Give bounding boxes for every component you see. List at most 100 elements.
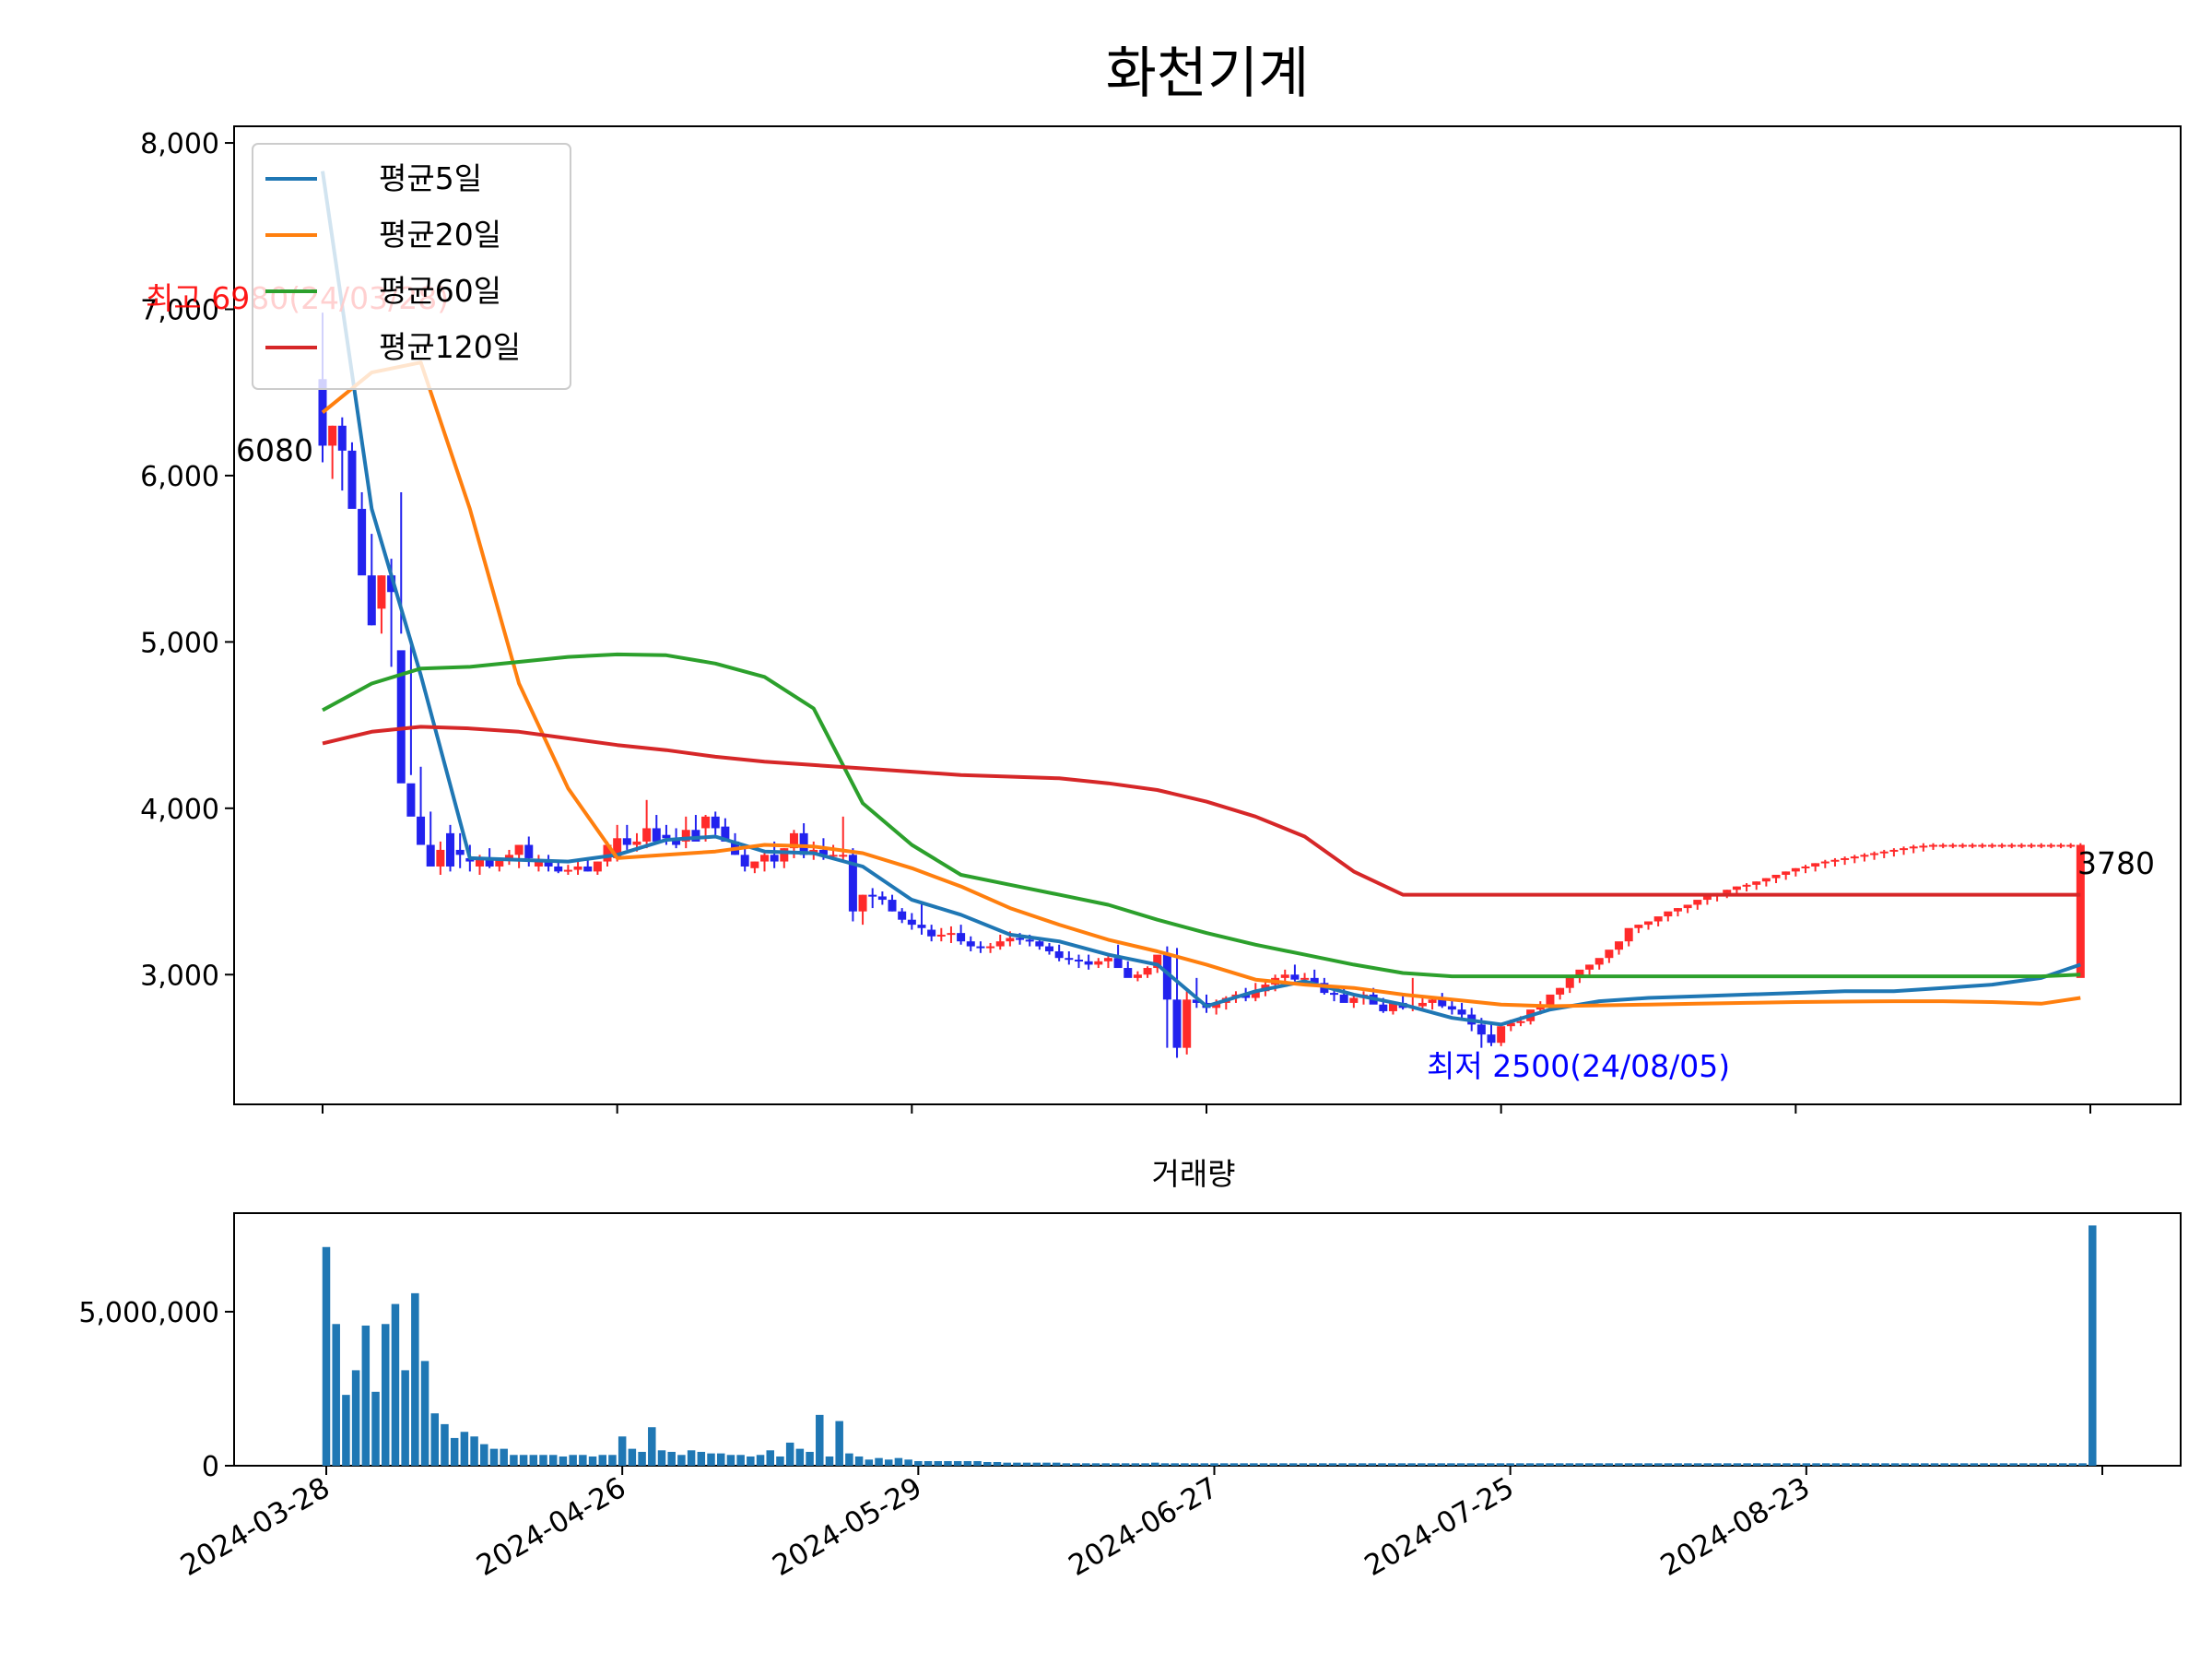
volume-bar xyxy=(973,1460,982,1466)
candle-body xyxy=(1025,939,1034,942)
last-close-annotation: 3780 xyxy=(2077,845,2155,881)
volume-bar xyxy=(618,1436,627,1466)
candle-body xyxy=(1251,991,1260,998)
volume-bar xyxy=(1762,1463,1771,1466)
volume-bar xyxy=(2009,1463,2018,1466)
volume-bar xyxy=(1555,1463,1564,1466)
candle-body xyxy=(396,650,406,784)
candle-body xyxy=(1379,1004,1388,1011)
chart-title: 화천기계 xyxy=(1106,41,1310,106)
y-tick-label: 5,000 xyxy=(140,627,219,659)
candle-body xyxy=(1575,969,1584,978)
candle-body xyxy=(1693,900,1702,905)
candle-body xyxy=(1987,844,1996,847)
candle-body xyxy=(524,844,534,858)
volume-bar xyxy=(391,1303,400,1466)
volume-bar xyxy=(569,1455,577,1466)
candle-body xyxy=(1438,999,1447,1007)
volume-bar xyxy=(756,1455,765,1466)
candle-body xyxy=(485,857,494,867)
volume-bar xyxy=(361,1325,371,1466)
candle-body xyxy=(1192,999,1201,1003)
volume-bar xyxy=(1171,1463,1179,1466)
volume-bar xyxy=(934,1460,942,1466)
candle-body xyxy=(1919,845,1928,848)
candle-body xyxy=(613,838,622,858)
candle-body xyxy=(1182,999,1192,1048)
volume-bar xyxy=(430,1413,440,1466)
series-line xyxy=(321,171,2081,1027)
candle-body xyxy=(1074,960,1083,962)
candle-body xyxy=(1664,911,1673,917)
volume-bar xyxy=(1743,1463,1751,1466)
volume-bar xyxy=(1535,1463,1545,1466)
volume-bar xyxy=(1072,1463,1080,1466)
candle-body xyxy=(1850,856,1859,859)
candle-body xyxy=(593,861,602,872)
volume-bar xyxy=(500,1448,508,1466)
candle-body xyxy=(1330,993,1339,996)
candle-body xyxy=(534,861,543,867)
legend-box xyxy=(252,143,571,390)
volume-bar xyxy=(1456,1463,1465,1466)
series-line xyxy=(322,652,2081,979)
volume-bar xyxy=(687,1450,696,1466)
candle-body xyxy=(583,866,593,872)
volume-bar xyxy=(1487,1463,1495,1466)
volume-bar xyxy=(835,1421,843,1466)
volume-bar xyxy=(1634,1463,1643,1466)
candle-body xyxy=(1084,961,1093,965)
candle-body xyxy=(1162,954,1171,1000)
candle-body xyxy=(1428,999,1437,1003)
volume-bar xyxy=(470,1436,478,1466)
volume-bar xyxy=(559,1456,568,1466)
volume-bar xyxy=(657,1450,666,1466)
y-tick-label: 8,000 xyxy=(140,128,219,160)
candle-body xyxy=(573,866,582,870)
candle-body xyxy=(1153,954,1162,969)
volume-bar xyxy=(529,1455,538,1466)
volume-bar xyxy=(904,1459,912,1466)
volume-bar xyxy=(2088,1225,2097,1466)
volume-bar xyxy=(993,1461,1002,1466)
candle-body xyxy=(672,838,681,845)
volume-bar xyxy=(1841,1463,1850,1466)
volume-bar xyxy=(460,1432,469,1466)
candle-body xyxy=(642,828,652,842)
volume-bar xyxy=(1466,1463,1476,1466)
candle-body xyxy=(417,816,426,845)
candle-body xyxy=(1172,999,1182,1048)
candle-body xyxy=(1565,977,1574,988)
volume-bar xyxy=(342,1395,350,1466)
candle-body xyxy=(1212,1002,1221,1008)
candle-body xyxy=(799,832,808,855)
candle-body xyxy=(446,832,455,867)
candle-body xyxy=(2017,844,2026,847)
candle-body xyxy=(829,855,838,857)
candle-body xyxy=(387,575,396,593)
volume-bar xyxy=(1447,1463,1455,1466)
volume-bar xyxy=(667,1451,676,1466)
volume-bar xyxy=(1269,1463,1277,1466)
candle-body xyxy=(1605,949,1614,959)
volume-bar xyxy=(884,1459,893,1466)
candle-body xyxy=(1388,1002,1397,1011)
volume-bar xyxy=(1181,1463,1189,1466)
volume-bar xyxy=(953,1460,962,1466)
volume-bar xyxy=(401,1370,409,1466)
volume-bar xyxy=(1644,1463,1653,1466)
candle-body xyxy=(877,896,887,901)
candle-body xyxy=(1653,916,1663,922)
volume-bar xyxy=(785,1442,794,1466)
volume-bar xyxy=(1240,1463,1248,1466)
candle-body xyxy=(1349,997,1359,1003)
volume-bar xyxy=(1821,1463,1830,1466)
volume-bar xyxy=(579,1455,587,1466)
volume-bar xyxy=(875,1457,883,1466)
candle-body xyxy=(1830,859,1840,862)
candle-body xyxy=(995,941,1005,947)
candle-body xyxy=(701,816,711,829)
candle-body xyxy=(358,509,367,576)
volume-bar xyxy=(1387,1463,1396,1466)
